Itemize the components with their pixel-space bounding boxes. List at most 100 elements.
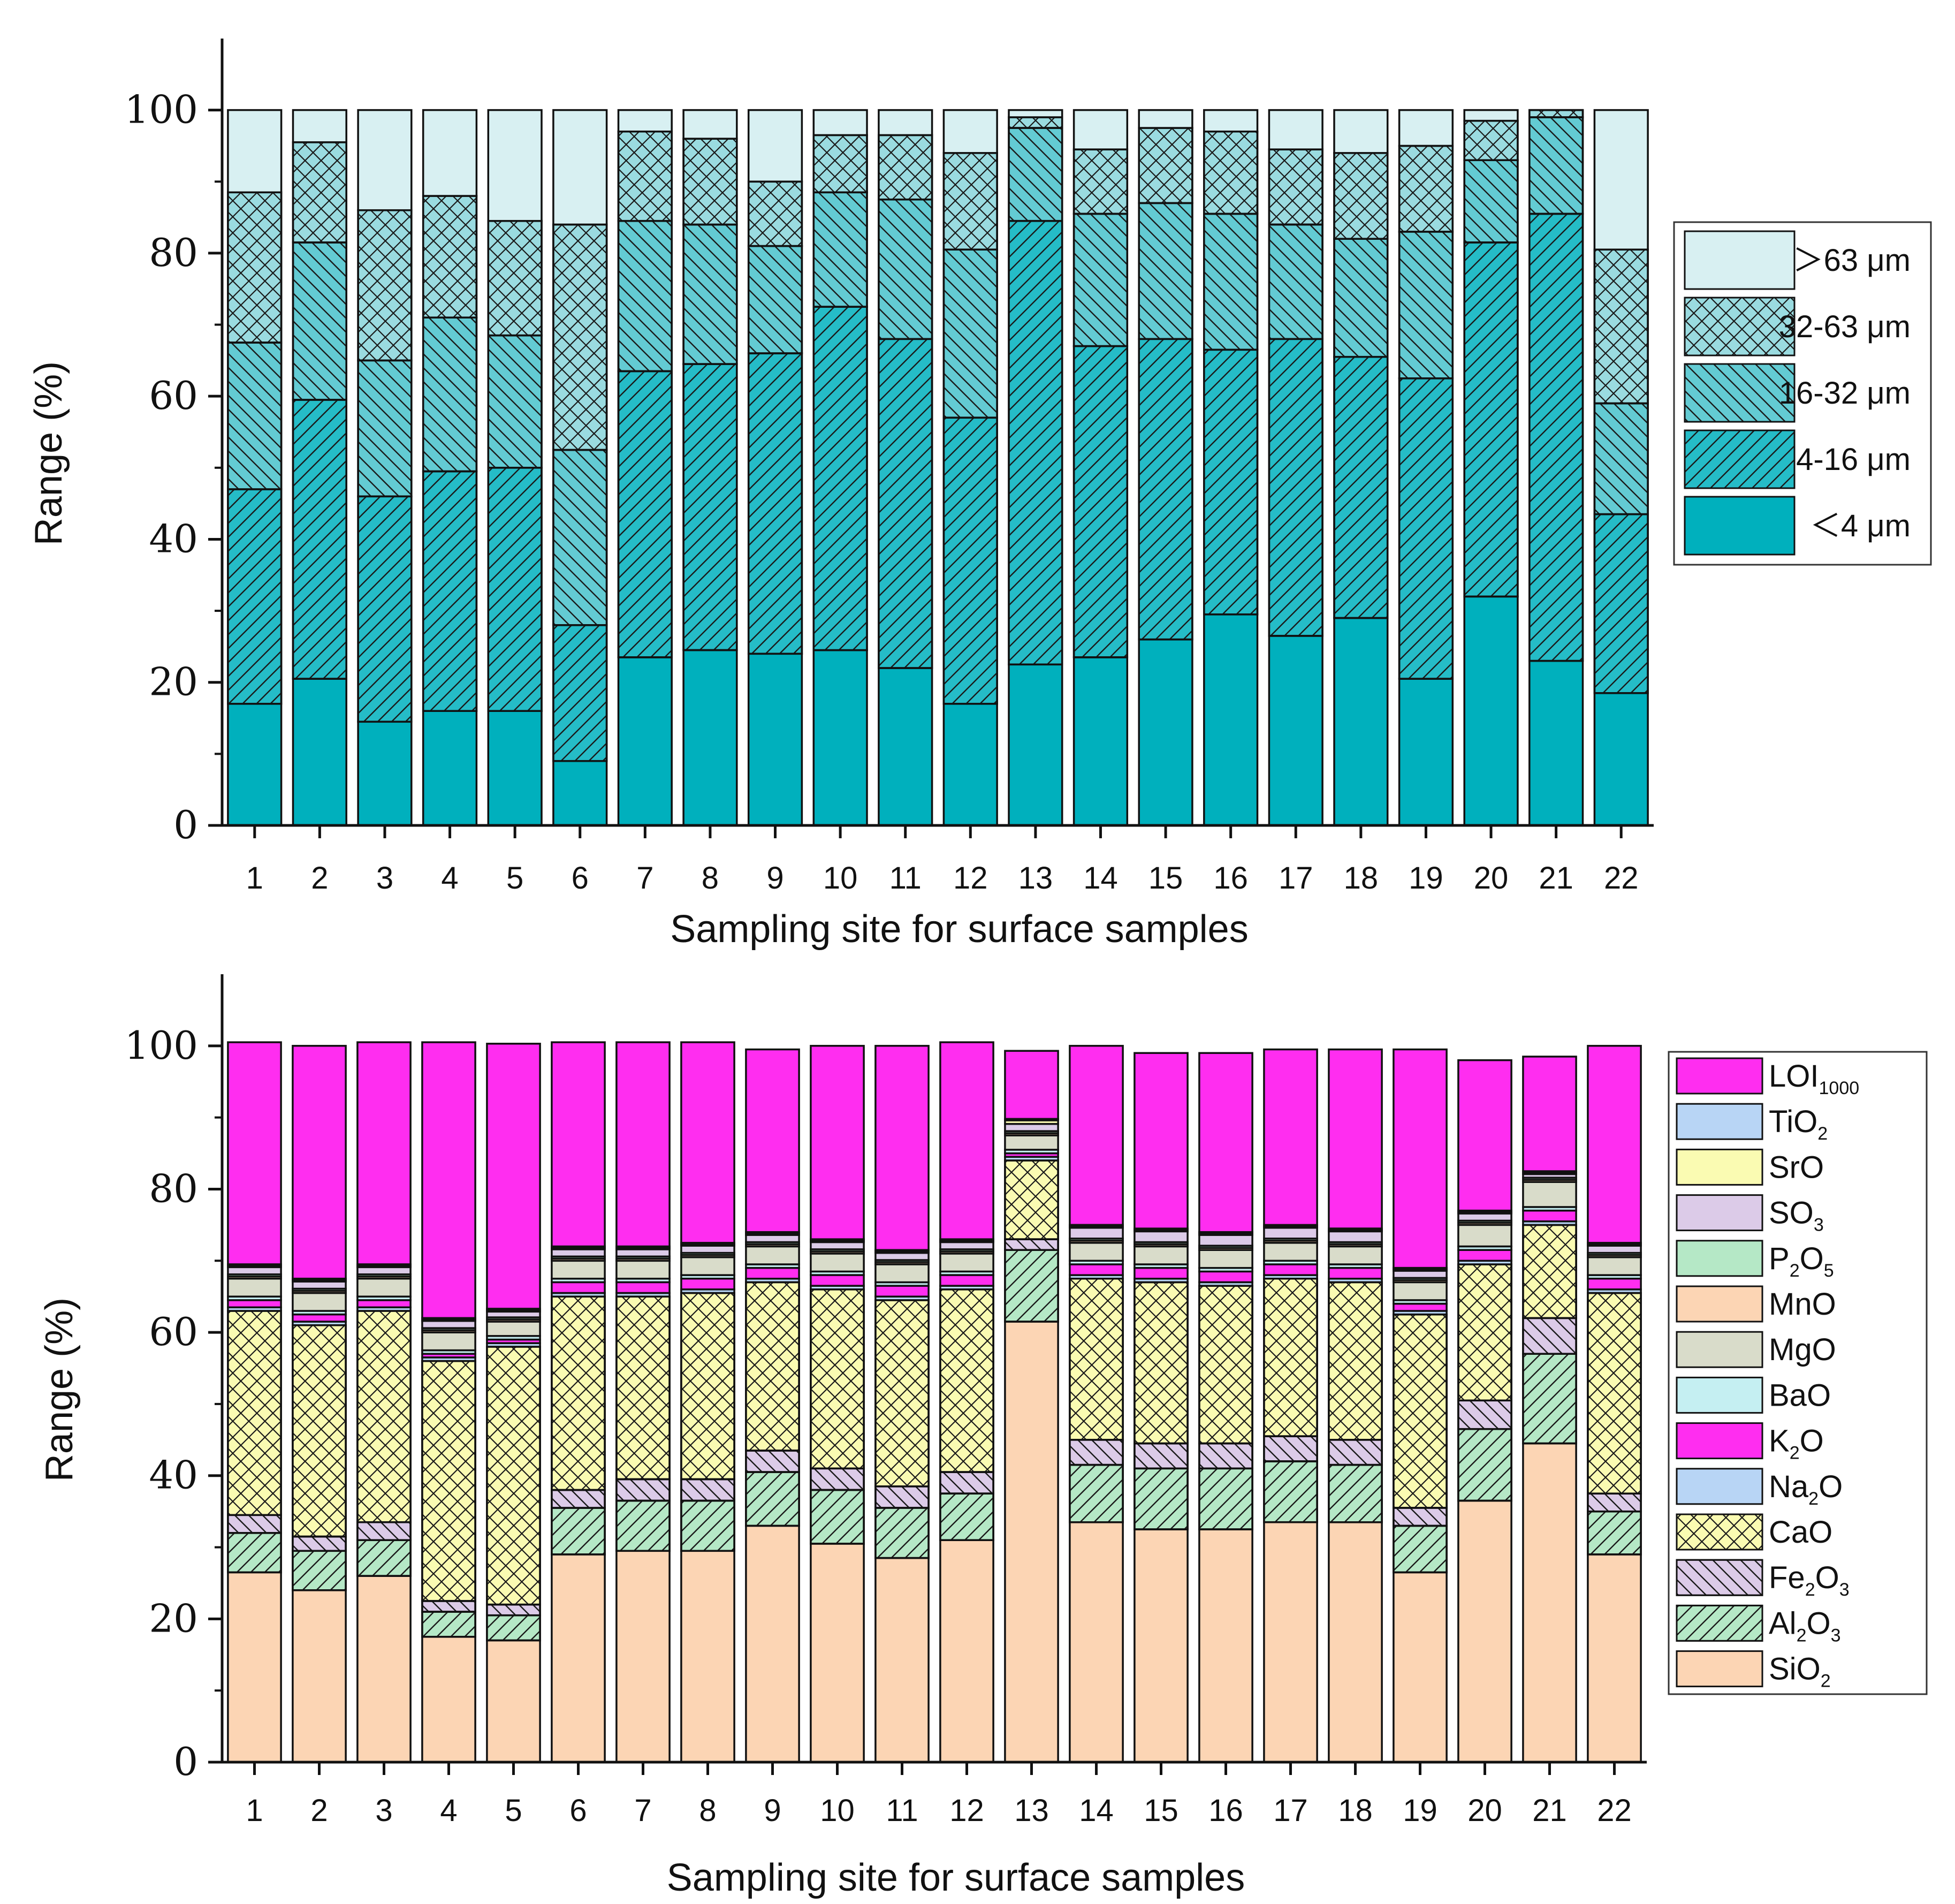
bar-segment-LOI1000-site-3 (356, 1041, 412, 1265)
bar-segment-SO3-site-10 (810, 1241, 865, 1250)
legend-label: Na2O (1769, 1469, 1843, 1509)
bar-hatch-CaO-site-18 (1328, 1281, 1383, 1441)
bar-segment-MgO-site-14 (1069, 1242, 1124, 1262)
bar-segment--4-m-site-1 (227, 703, 283, 826)
bar-segment-MgO-site-20 (1457, 1224, 1512, 1248)
bar-segment-K2O-site-6 (551, 1281, 606, 1294)
bar-segment-LOI1000-site-20 (1457, 1059, 1512, 1212)
bar-hatch-Al2O3-site-3 (356, 1539, 412, 1577)
x-tick-label: 22 (1604, 861, 1639, 896)
bar-hatch-Al2O3-site-17 (1263, 1460, 1318, 1523)
x-tick-label: 21 (1532, 1793, 1567, 1828)
bar-segment-K2O-site-2 (292, 1313, 347, 1323)
legend-swatch (1676, 1285, 1763, 1323)
bar-segment-K2O-site-7 (615, 1281, 671, 1294)
bar-segment-MgO-site-15 (1134, 1245, 1189, 1265)
bar-hatch-Al2O3-site-7 (615, 1499, 671, 1552)
bar-segment-K2O-site-8 (680, 1277, 735, 1291)
bar-segment-SO3-site-1 (227, 1266, 282, 1276)
bar-segment-K2O-site-10 (810, 1274, 865, 1287)
bar-segment-SiO2-site-1 (227, 1571, 282, 1763)
bar-hatch-4-16-m-site-15 (1138, 338, 1193, 641)
bar-segment--63-m-site-2 (292, 109, 347, 143)
bar-hatch-32-63-m-site-13 (1008, 116, 1063, 129)
bar-hatch-CaO-site-22 (1587, 1292, 1642, 1495)
bar-segment-MgO-site-5 (486, 1321, 541, 1337)
bar-segment--4-m-site-17 (1268, 635, 1323, 826)
legend-swatch (1676, 1331, 1763, 1368)
bar-hatch-16-32-m-site-1 (227, 342, 283, 490)
bar-segment-LOI1000-site-13 (1004, 1050, 1059, 1120)
bar-hatch-Fe2O3-site-20 (1457, 1399, 1512, 1430)
bar-segment-LOI1000-site-16 (1198, 1052, 1253, 1233)
bar-segment-SiO2-site-17 (1263, 1521, 1318, 1763)
bar-segment-MgO-site-6 (551, 1260, 606, 1280)
bar-hatch-32-63-m-site-20 (1463, 119, 1519, 161)
bar-segment-SiO2-site-3 (356, 1575, 412, 1763)
x-tick-label: 21 (1539, 861, 1573, 896)
bar-segment-SiO2-site-21 (1522, 1442, 1577, 1763)
bar-segment-K2O-site-12 (939, 1274, 994, 1287)
bar-segment--4-m-site-3 (357, 720, 413, 826)
bar-segment-MgO-site-3 (356, 1277, 412, 1298)
bar-hatch-CaO-site-16 (1198, 1285, 1253, 1445)
bar-hatch-32-63-m-site-14 (1072, 148, 1129, 215)
x-tick-label: 1 (246, 861, 263, 896)
bar-segment-SiO2-site-18 (1328, 1521, 1383, 1763)
bar-segment--63-m-site-12 (942, 109, 998, 154)
bar-hatch-16-32-m-site-3 (357, 359, 413, 498)
bar-hatch-4-16-m-site-17 (1268, 338, 1323, 637)
x-tick-label: 15 (1148, 861, 1183, 896)
y-tick-label: 80 (149, 1166, 198, 1211)
bar-hatch-32-63-m-site-21 (1528, 109, 1584, 118)
x-tick-label: 19 (1403, 1793, 1437, 1828)
bar-segment-LOI1000-site-22 (1587, 1045, 1642, 1244)
bar-hatch-CaO-site-20 (1457, 1263, 1512, 1402)
bar-hatch-4-16-m-site-9 (747, 352, 803, 655)
x-tick-label: 6 (572, 861, 589, 896)
bar-segment-SO3-site-9 (745, 1234, 800, 1243)
y-tick-label: 100 (125, 1023, 198, 1068)
bar-segment-SiO2-site-4 (421, 1636, 476, 1763)
bar-hatch-16-32-m-site-2 (292, 241, 347, 401)
bar-segment-SO3-site-13 (1004, 1122, 1059, 1132)
bar-hatch-Fe2O3-site-18 (1328, 1439, 1383, 1466)
legend-label: LOI1000 (1769, 1059, 1859, 1098)
bar-hatch-32-63-m-site-2 (292, 141, 347, 244)
bar-hatch-32-63-m-site-3 (357, 209, 413, 362)
bar-segment--63-m-site-18 (1333, 109, 1389, 154)
bar-segment-SO3-site-18 (1328, 1230, 1383, 1243)
bar-segment-SO3-site-11 (874, 1251, 930, 1261)
bar-segment-SiO2-site-5 (486, 1639, 541, 1763)
legend-label: 32-63 μm (1779, 309, 1911, 344)
bar-segment-SiO2-site-2 (292, 1589, 347, 1763)
bar-hatch-16-32-m-site-18 (1333, 238, 1389, 358)
bar-hatch-Al2O3-site-8 (680, 1499, 735, 1552)
x-tick-label: 12 (949, 1793, 984, 1828)
bar-segment-K2O-site-20 (1457, 1249, 1512, 1262)
bar-hatch-32-63-m-site-10 (812, 134, 868, 194)
bar-hatch-CaO-site-17 (1263, 1277, 1318, 1437)
legend-label: K2O (1769, 1424, 1824, 1463)
bar-hatch-4-16-m-site-13 (1008, 220, 1063, 666)
legend-swatch-hatch (1684, 429, 1796, 489)
bar-hatch-32-63-m-site-4 (422, 195, 478, 318)
bar-hatch-32-63-m-site-19 (1398, 145, 1454, 233)
bar-segment-MgO-site-11 (874, 1263, 930, 1284)
bar-segment-MgO-site-13 (1004, 1134, 1059, 1151)
bar-segment-LOI1000-site-2 (292, 1045, 347, 1280)
bar-hatch-Al2O3-site-22 (1587, 1510, 1642, 1556)
bar-segment--63-m-site-7 (617, 109, 673, 133)
x-tick-label: 10 (823, 861, 858, 896)
x-tick-label: 14 (1079, 1793, 1114, 1828)
legend-swatch-hatch (1676, 1604, 1763, 1642)
x-tick-label: 4 (441, 861, 458, 896)
bar-hatch-CaO-site-9 (745, 1281, 800, 1452)
bar-segment-SO3-site-2 (292, 1280, 347, 1290)
x-tick-label: 6 (569, 1793, 587, 1828)
bar-segment-MgO-site-8 (680, 1256, 735, 1276)
bar-hatch-16-32-m-site-4 (422, 316, 478, 473)
bar-hatch-4-16-m-site-6 (552, 624, 608, 762)
bar-segment-LOI1000-site-11 (874, 1045, 930, 1251)
bar-segment-MgO-site-16 (1198, 1249, 1253, 1269)
